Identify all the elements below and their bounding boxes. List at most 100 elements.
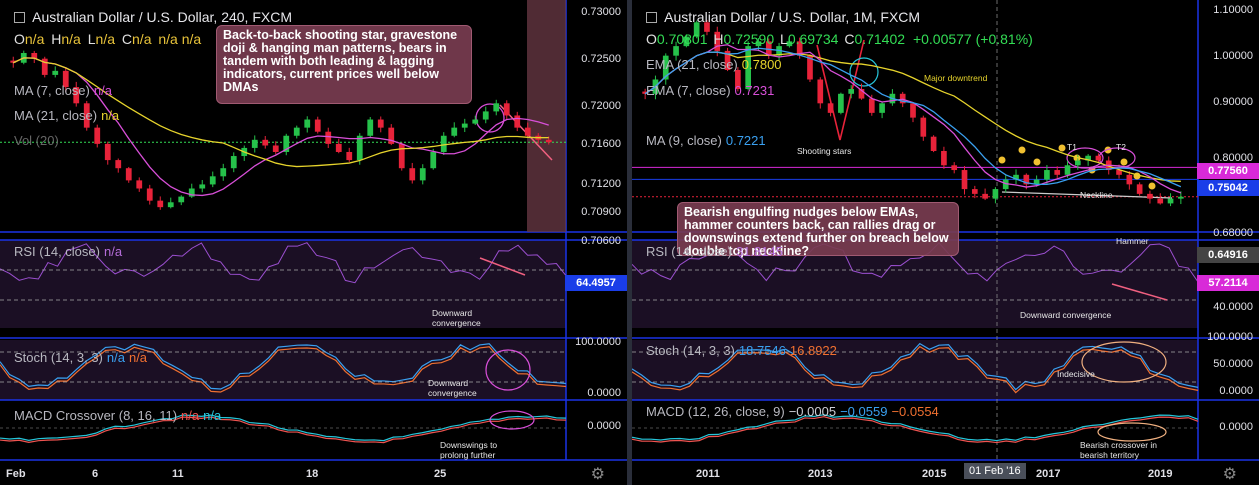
left-x-tick: 18	[306, 468, 319, 480]
macd-circle	[489, 410, 535, 430]
neckline-annotation: Neckline	[1080, 190, 1113, 200]
right-rsi-annotation: Downward convergence	[1020, 310, 1112, 320]
ma9-line	[644, 47, 1182, 188]
pattern-dot	[998, 156, 1006, 164]
collapse-icon[interactable]	[646, 12, 657, 23]
pattern-dot	[1033, 158, 1041, 166]
settings-gear-icon[interactable]: ⚙	[590, 466, 605, 483]
left-macd-label: MACD Crossover (8, 16, 11) n/a n/a	[14, 408, 222, 423]
macd-line	[632, 414, 1199, 442]
candle-body	[62, 70, 69, 88]
collapse-icon[interactable]	[14, 12, 25, 23]
left-price-tick: 0.72500	[581, 53, 621, 65]
stoch-k-line	[0, 343, 567, 390]
candle-body	[1085, 155, 1091, 161]
shooting-star-circle	[849, 57, 879, 87]
candle-body	[73, 87, 80, 104]
right-level-tag: 0.77560	[1197, 163, 1259, 179]
right-price-tick: 0.80000	[1213, 152, 1253, 164]
candle-body	[920, 117, 927, 137]
right-macd-annotation: Bearish crossover in bearish territory	[1080, 440, 1158, 460]
right-stoch-tick: 0.0000	[1219, 385, 1253, 397]
candle-body	[735, 69, 741, 90]
candle-body	[367, 119, 374, 136]
t2-annotation: T2	[1116, 142, 1126, 152]
stoch-k-line	[632, 342, 1199, 391]
candle-body	[388, 127, 395, 144]
candle-body	[220, 168, 227, 177]
right-ema21-label: EMA (21, close) 0.7800	[646, 57, 782, 72]
right-chart-panel[interactable]: Australian Dollar / U.S. Dollar, 1M, FXC…	[632, 0, 1259, 485]
candle-body	[409, 168, 416, 181]
top-circle	[1066, 147, 1104, 169]
left-price-tick: 0.70900	[581, 206, 621, 218]
candle-body	[419, 168, 426, 181]
right-x-tick: 2013	[808, 468, 833, 480]
macd-signal-line	[0, 416, 567, 444]
right-ohlc: O0.70801 H0.72590 L0.69734 C0.71402 +0.0…	[646, 31, 1033, 47]
rsi-line	[0, 242, 567, 284]
right-x-tick: 2017	[1036, 468, 1061, 480]
t1-annotation: T1	[1067, 142, 1077, 152]
candle-body	[1013, 174, 1019, 180]
candle-body	[817, 79, 824, 104]
candle-body	[314, 119, 321, 132]
candle-body	[683, 36, 690, 47]
right-stoch-label: Stoch (14, 3, 3) 18.7546 16.8922	[646, 343, 837, 358]
left-chart-panel[interactable]: Australian Dollar / U.S. Dollar, 240, FX…	[0, 0, 627, 485]
candle-body	[930, 136, 937, 151]
right-chart-canvas[interactable]	[632, 0, 1259, 485]
candle-body	[786, 41, 793, 47]
left-x-tick: 11	[172, 468, 184, 480]
left-rsi-tag: 64.4957	[565, 275, 627, 291]
stoch-pane-bg	[632, 340, 1198, 400]
left-stoch-tick: 100.0000	[575, 336, 621, 348]
right-title-text: Australian Dollar / U.S. Dollar, 1M, FXC…	[664, 9, 921, 25]
candle-body	[230, 156, 237, 169]
left-price-tick: 0.71600	[581, 138, 621, 150]
shooting-stars-arrows	[816, 39, 865, 141]
candle-body	[440, 135, 447, 152]
candle-body	[125, 168, 132, 181]
candle-body	[910, 103, 916, 118]
right-x-tick: 2019	[1148, 468, 1173, 480]
right-rsi-tick: 40.0000	[1213, 301, 1253, 313]
candle-body	[524, 127, 531, 136]
candle-body	[704, 22, 710, 32]
right-callout: Bearish engulfing nudges below EMAs, ham…	[677, 202, 959, 258]
pattern-dot	[1058, 144, 1066, 152]
candle-body	[1157, 198, 1164, 204]
candle-body	[167, 202, 174, 208]
forecast-zone	[527, 0, 566, 232]
candle-body	[807, 55, 813, 80]
candle-body	[879, 103, 885, 113]
candle-body	[10, 60, 17, 63]
settings-gear-icon[interactable]: ⚙	[1222, 466, 1237, 483]
left-price-tick: 0.70600	[581, 235, 621, 247]
candle-body	[1044, 170, 1050, 180]
right-macd-tick: 0.0000	[1219, 421, 1253, 433]
candle-body	[1136, 184, 1143, 194]
candle-body	[868, 98, 875, 113]
candle-body	[293, 127, 300, 136]
pattern-circle	[475, 103, 505, 133]
candle-body	[765, 41, 772, 56]
candle-body	[796, 41, 803, 56]
candle-body	[115, 160, 122, 169]
candle-body	[642, 91, 648, 94]
candle-body	[325, 131, 332, 144]
candle-body	[146, 188, 153, 201]
candle-body	[714, 31, 721, 51]
panel-divider[interactable]	[627, 0, 632, 485]
macd-ellipse	[1097, 422, 1167, 442]
left-ma21-label: MA (21, close) n/a	[14, 108, 120, 123]
candle-body	[1126, 174, 1133, 185]
candle-body	[356, 135, 363, 161]
left-price-tick: 0.73000	[581, 6, 621, 18]
candle-body	[41, 58, 48, 75]
candle-body	[398, 143, 405, 169]
candle-body	[662, 55, 669, 80]
right-x-tick: 2011	[696, 468, 720, 480]
candle-body	[304, 119, 311, 128]
right-rsi-tag: 57.2114	[1197, 275, 1259, 291]
